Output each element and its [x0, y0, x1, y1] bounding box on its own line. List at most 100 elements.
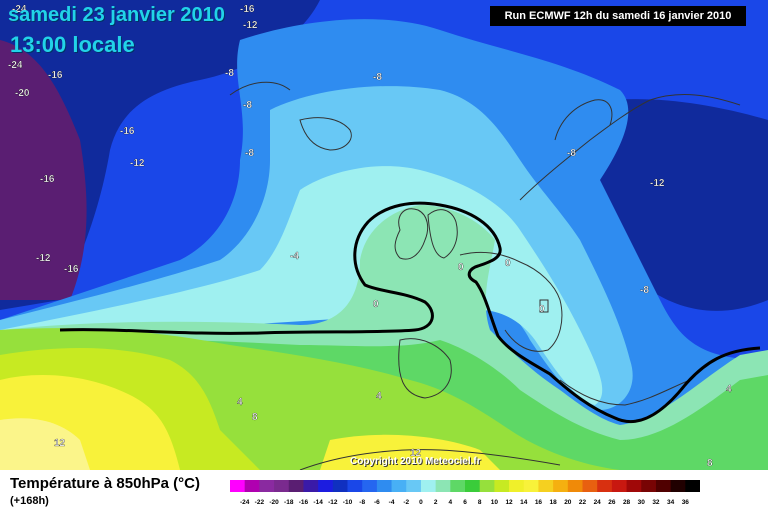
color-swatch: [318, 480, 334, 492]
contour-label: -24: [8, 60, 23, 71]
contour-label: 4: [376, 391, 382, 402]
contour-label: 0: [539, 304, 545, 315]
contour-label: 0: [458, 262, 464, 273]
contour-label: 12: [410, 448, 422, 459]
coastlines: [229, 81, 741, 470]
color-swatch: [582, 480, 598, 492]
contour-label: -8: [225, 68, 234, 79]
color-swatch: [376, 480, 393, 492]
band-lightyellow: [0, 418, 90, 470]
scale-tick-label: 6: [463, 499, 467, 506]
scale-tick-label: 12: [505, 499, 513, 506]
forecast-time: 13:00 locale: [10, 32, 135, 57]
color-swatch: [597, 480, 613, 492]
color-swatch: [450, 480, 466, 492]
scale-tick-label: 34: [667, 499, 675, 506]
contour-labels: -24 -16 -12 -24 -16 -20 -8 -8 -8 -16 -8 -12 -8 -12 -16…: [8, 4, 732, 469]
scale-tick-label: 20: [564, 499, 572, 506]
scale-tick-label: -16: [299, 499, 309, 506]
band-yellow-africa: [320, 434, 500, 470]
legend-title: Température à 850hPa (°C): [10, 475, 200, 492]
color-swatch: [420, 480, 437, 492]
contour-label: -20: [15, 88, 30, 99]
run-info: Run ECMWF 12h du samedi 16 janvier 2010: [490, 6, 746, 26]
scale-tick-label: 22: [579, 499, 587, 506]
scale-tick-label: -8: [359, 499, 365, 506]
color-swatch: [523, 480, 539, 492]
contour-label: -12: [130, 158, 145, 169]
contour-label: 4: [726, 384, 732, 395]
copyright: Copyright 2010 Meteociel.fr: [350, 456, 481, 467]
color-swatch: [670, 480, 686, 492]
contour-label: 4: [237, 397, 243, 408]
contour-label: -8: [373, 72, 382, 83]
contour-label: 0: [373, 299, 379, 310]
scale-tick-label: -24: [240, 499, 250, 506]
contour-label: -16: [120, 126, 135, 137]
scale-tick-label: 8: [478, 499, 482, 506]
contour-label: -8: [567, 148, 576, 159]
color-swatch: [391, 480, 407, 492]
color-scale: -24 -22 -20 -18 -16 -14 -12 -10 -8 -6 -4 -2 0 2 4 6 8 10 1…: [230, 480, 700, 506]
color-swatch: [435, 480, 451, 492]
scale-tick-label: 16: [535, 499, 543, 506]
color-swatch: [303, 480, 319, 492]
color-swatch: [347, 480, 363, 492]
scale-tick-label: 30: [638, 499, 646, 506]
scale-tick-label: -18: [284, 499, 294, 506]
scale-tick-label: 26: [608, 499, 616, 506]
scale-tick-label: 36: [682, 499, 690, 506]
scale-tick-label: -14: [313, 499, 323, 506]
color-swatch: [230, 480, 246, 492]
contour-label: -16: [240, 4, 255, 15]
contour-label: 12: [54, 438, 66, 449]
scale-tick-label: -2: [403, 499, 409, 506]
contour-label: -8: [640, 285, 649, 296]
color-swatch: [362, 480, 378, 492]
contour-label: -8: [245, 148, 254, 159]
color-swatch: [332, 480, 348, 492]
scale-tick-label: -10: [343, 499, 353, 506]
color-swatch: [567, 480, 583, 492]
contour-label: -12: [650, 178, 665, 189]
band-violet-greenland: [0, 40, 87, 300]
color-swatch: [494, 480, 510, 492]
scale-tick-label: 10: [491, 499, 499, 506]
legend-subtitle: (+168h): [10, 495, 49, 507]
contour-label: -4: [290, 251, 299, 262]
contour-label: 0: [505, 258, 511, 269]
contour-label: -16: [64, 264, 79, 275]
color-swatch: [626, 480, 642, 492]
scale-tick-label: 14: [520, 499, 528, 506]
contour-label: 8: [252, 412, 258, 423]
contour-label: -16: [40, 174, 55, 185]
color-swatch: [509, 480, 525, 492]
color-swatch: [479, 480, 495, 492]
color-swatch: [538, 480, 554, 492]
contour-label: -24: [12, 4, 27, 15]
scale-tick-label: -22: [255, 499, 265, 506]
scale-tick-label: 4: [449, 499, 453, 506]
scale-tick-label: -20: [269, 499, 279, 506]
temperature-map: -24 -16 -12 -24 -16 -20 -8 -8 -8 -16 -8 -12 -8 -12 -16…: [0, 0, 768, 470]
color-swatch: [465, 480, 481, 492]
color-swatch: [406, 480, 422, 492]
color-swatch: [611, 480, 628, 492]
color-swatch: [641, 480, 657, 492]
contour-label: -12: [243, 20, 258, 31]
scale-tick-label: 32: [652, 499, 660, 506]
scale-tick-label: 18: [550, 499, 558, 506]
color-swatch: [259, 480, 275, 492]
color-swatch: [288, 480, 304, 492]
scale-tick-label: 0: [419, 499, 423, 506]
scale-tick-label: -6: [374, 499, 380, 506]
forecast-date: samedi 23 janvier 2010: [8, 4, 225, 26]
contour-label: -8: [243, 100, 252, 111]
color-swatch: [553, 480, 569, 492]
color-swatch: [685, 480, 700, 492]
scale-tick-label: -12: [328, 499, 338, 506]
scale-tick-label: 2: [434, 499, 438, 506]
color-swatch: [655, 480, 672, 492]
scale-tick-label: 24: [594, 499, 602, 506]
scale-tick-label: -4: [389, 499, 395, 506]
